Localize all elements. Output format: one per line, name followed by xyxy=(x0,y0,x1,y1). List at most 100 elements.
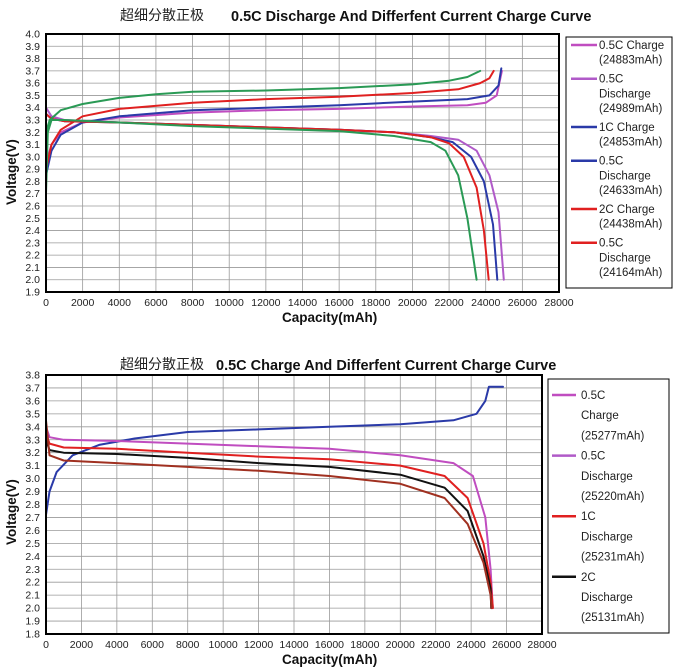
chart-1-legend-items: 0.5C Charge (24883mAh) 0.5C Discharge (24989… xyxy=(571,40,664,279)
chart-2-legend-items: 0.5C Charge (25277mAh) 0.5C Discharge (25220m… xyxy=(552,390,644,624)
chart-1-x-ticks: 0 2000 4000 6000 8000 10000 12000 14000 16000 180… xyxy=(43,297,574,309)
chart-1-series xyxy=(45,67,505,281)
y-tick-label: 2.6 xyxy=(25,201,40,213)
x-tick-label: 8000 xyxy=(181,297,205,309)
x-tick-label: 6000 xyxy=(144,297,168,309)
legend-label: Charge xyxy=(581,410,619,422)
y-tick-label: 1.8 xyxy=(25,629,40,641)
y-tick-label: 3.4 xyxy=(25,421,40,433)
y-tick-label: 2.3 xyxy=(25,564,40,576)
chart-2-x-axis-label: Capacity(mAh) xyxy=(282,652,377,667)
x-tick-label: 24000 xyxy=(457,639,486,651)
y-tick-label: 2.5 xyxy=(25,538,40,550)
series-line xyxy=(45,69,495,171)
x-tick-label: 4000 xyxy=(105,639,129,651)
y-tick-label: 4.0 xyxy=(25,29,40,41)
series-line xyxy=(45,419,493,610)
chart-2-title-cn: 超细分散正极 xyxy=(120,357,204,373)
x-tick-label: 28000 xyxy=(544,297,573,309)
y-tick-label: 3.7 xyxy=(25,65,40,77)
y-tick-label: 3.9 xyxy=(25,41,40,53)
y-tick-label: 3.1 xyxy=(25,139,40,151)
x-tick-label: 20000 xyxy=(398,297,427,309)
x-tick-label: 22000 xyxy=(434,297,463,309)
chart-1-title: 0.5C Discharge And Differfent Current Ch… xyxy=(231,9,591,25)
chart-2-plot-frame xyxy=(45,374,543,635)
legend-label: 0.5C xyxy=(581,390,605,402)
legend-label: Discharge xyxy=(581,592,633,604)
x-tick-label: 2000 xyxy=(70,639,94,651)
x-tick-label: 0 xyxy=(43,639,49,651)
chart-2-y-axis-label: Voltage(V) xyxy=(4,479,19,545)
y-tick-label: 3.4 xyxy=(25,102,40,114)
y-tick-label: 2.0 xyxy=(25,274,40,286)
y-tick-label: 3.6 xyxy=(25,395,40,407)
legend-label: (24883mAh) xyxy=(599,55,662,67)
y-tick-label: 2.4 xyxy=(25,551,40,563)
legend-label: 0.5C Charge xyxy=(599,40,664,52)
series-line xyxy=(45,425,494,610)
x-tick-label: 16000 xyxy=(325,297,354,309)
x-tick-label: 4000 xyxy=(108,297,132,309)
chart-2: 超细分散正极 0.5C Charge And Differfent Curren… xyxy=(4,357,670,667)
y-tick-label: 3.0 xyxy=(25,151,40,163)
y-tick-label: 2.5 xyxy=(25,213,40,225)
y-tick-label: 3.8 xyxy=(25,53,40,65)
x-tick-label: 18000 xyxy=(350,639,379,651)
y-tick-label: 2.1 xyxy=(25,590,40,602)
x-tick-label: 0 xyxy=(43,297,49,309)
series-line xyxy=(45,438,493,610)
x-tick-label: 2000 xyxy=(71,297,95,309)
y-tick-label: 3.0 xyxy=(25,473,40,485)
series-line xyxy=(45,385,504,516)
series-line xyxy=(45,432,494,610)
y-tick-label: 3.3 xyxy=(25,115,40,127)
series-line xyxy=(45,119,478,281)
legend-label: (25131mAh) xyxy=(581,612,644,624)
chart-1-y-ticks: 1.92.02.12.22.32.42.52.62.72.82.93.03.13… xyxy=(25,29,40,299)
x-tick-label: 10000 xyxy=(209,639,238,651)
chart-2-title: 0.5C Charge And Differfent Current Charg… xyxy=(216,358,556,374)
y-tick-label: 3.6 xyxy=(25,78,40,90)
y-tick-label: 3.5 xyxy=(25,408,40,420)
chart-2-grid xyxy=(45,374,543,635)
chart-2-x-ticks: 0 2000 4000 6000 8000 10000 12000 14000 16000 180… xyxy=(43,639,557,651)
chart-1-y-axis-label: Voltage(V) xyxy=(4,139,19,205)
legend-label: (24438mAh) xyxy=(599,219,662,231)
x-tick-label: 14000 xyxy=(288,297,317,309)
legend-label: 2C xyxy=(581,572,596,584)
x-tick-label: 28000 xyxy=(527,639,556,651)
x-tick-label: 22000 xyxy=(421,639,450,651)
legend-label: Discharge xyxy=(581,531,633,543)
chart-2-y-ticks: 1.81.92.02.12.22.32.42.52.62.72.82.93.03… xyxy=(25,370,40,641)
legend-label: Discharge xyxy=(599,252,651,264)
y-tick-label: 2.4 xyxy=(25,225,40,237)
legend-label: Discharge xyxy=(581,471,633,483)
x-tick-label: 8000 xyxy=(176,639,200,651)
legend-label: Discharge xyxy=(599,88,651,100)
x-tick-label: 26000 xyxy=(508,297,537,309)
y-tick-label: 3.1 xyxy=(25,460,40,472)
legend-label: (24633mAh) xyxy=(599,185,662,197)
x-tick-label: 12000 xyxy=(244,639,273,651)
chart-1-title-cn: 超细分散正极 xyxy=(120,8,204,24)
y-tick-label: 3.5 xyxy=(25,90,40,102)
x-tick-label: 20000 xyxy=(386,639,415,651)
legend-label: (24989mAh) xyxy=(599,103,662,115)
chart-1-plot-frame xyxy=(45,33,560,293)
y-tick-label: 2.7 xyxy=(25,512,40,524)
legend-label: Discharge xyxy=(599,170,651,182)
series-line xyxy=(45,67,503,177)
chart-2-legend xyxy=(547,378,670,634)
legend-label: 1C xyxy=(581,511,596,523)
legend-label: 0.5C xyxy=(581,451,605,463)
legend-label: (24164mAh) xyxy=(599,267,662,279)
y-tick-label: 3.2 xyxy=(25,127,40,139)
y-tick-label: 2.0 xyxy=(25,603,40,615)
y-tick-label: 2.9 xyxy=(25,486,40,498)
y-tick-label: 2.1 xyxy=(25,262,40,274)
legend-label: (25231mAh) xyxy=(581,552,644,564)
y-tick-label: 1.9 xyxy=(25,287,40,299)
x-tick-label: 26000 xyxy=(492,639,521,651)
